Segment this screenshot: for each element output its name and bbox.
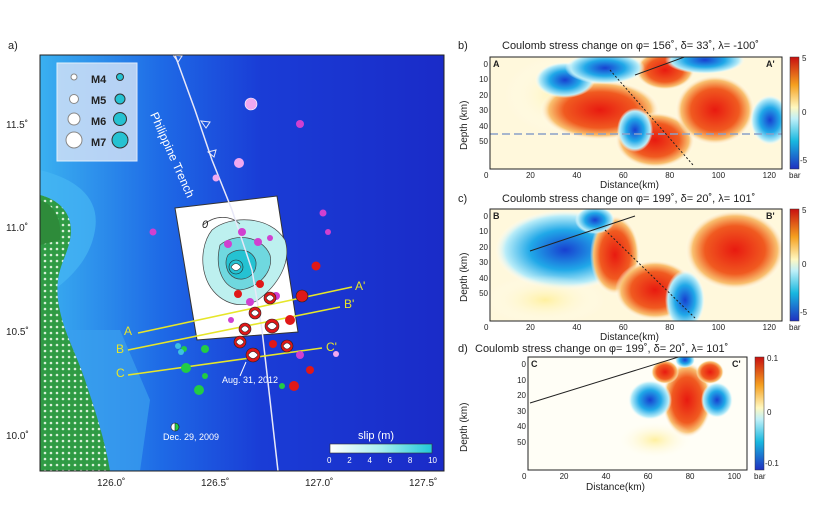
event-2012-label: Aug. 31, 2012 (222, 375, 279, 385)
panel-b-colorbar (789, 56, 800, 170)
panel-b-cbar-min: -5 (800, 156, 808, 165)
panel-c-cbar-max: 5 (802, 206, 807, 215)
panel-c-cbar-min: -5 (800, 308, 808, 317)
panel-b-title: Coulomb stress change on φ= 156˚, δ= 33˚… (502, 40, 759, 52)
profile-label-c-prime: C' (326, 340, 337, 354)
slip-colorbar (329, 443, 433, 454)
panel-b-cbar-max: 5 (802, 54, 807, 63)
panel-c-right-tag: B' (766, 211, 775, 221)
lon-tick: 126.5˚ (201, 478, 230, 489)
panel-c-xticks: 0 20 40 60 80 100 120 (484, 323, 776, 332)
panel-d-ylabel: Depth (km) (459, 402, 470, 452)
lat-tick: 10.0˚ (6, 431, 29, 442)
panel-b-yticks: 0 10 20 30 40 50 (479, 60, 488, 147)
slip-ticks: 0 2 4 6 8 10 (327, 456, 437, 465)
panel-c-ylabel: Depth (km) (459, 252, 470, 302)
lat-tick: 10.5˚ (6, 327, 29, 338)
panel-d-yticks: 0 10 20 30 40 50 (517, 360, 526, 447)
panel-b-left-tag: A (493, 59, 500, 69)
panel-d-label: d) (458, 343, 468, 355)
panel-d-cbar-max: 0.1 (767, 354, 779, 363)
panel-b-ylabel: Depth (km) (459, 100, 470, 150)
profile-label-b: B (116, 342, 125, 356)
event-2009-label: Dec. 29, 2009 (163, 432, 220, 442)
seismicity (149, 97, 339, 432)
lon-tick: 127.5˚ (409, 478, 438, 489)
panel-c-xlabel: Distance(km) (600, 332, 659, 343)
profile-label-a: A (124, 324, 133, 338)
panel-d-colorbar (754, 356, 765, 471)
profile-line-a (137, 286, 353, 334)
panel-c-yticks: 0 10 20 30 40 50 (479, 212, 488, 299)
lat-tick: 11.5˚ (6, 120, 29, 131)
lon-tick: 127.0˚ (305, 478, 334, 489)
panel-d-right-tag: C' (732, 359, 741, 369)
panel-c-title: Coulomb stress change on φ= 199˚, δ= 20˚… (502, 193, 756, 205)
panel-b-label: b) (458, 40, 468, 52)
panel-b-xticks: 0 20 40 60 80 100 120 (484, 171, 776, 180)
panel-d-cbar-min: -0.1 (765, 459, 779, 468)
panel-d-title: Coulomb stress change on φ= 199˚, δ= 20˚… (475, 343, 729, 355)
profile-label-c: C (116, 366, 125, 380)
panel-d-xlabel: Distance(km) (586, 482, 645, 493)
profile-label-a-prime: A' (355, 279, 366, 293)
map-panel: 0 (39, 54, 445, 472)
lon-tick: 126.0˚ (97, 478, 126, 489)
panel-b-plot (490, 57, 782, 169)
panel-c-plot (490, 209, 782, 321)
panel-c-cbar-unit: bar (789, 323, 801, 332)
panel-d-left-tag: C (531, 359, 538, 369)
slip-title: slip (m) (358, 430, 395, 442)
panel-a-label: a) (8, 40, 18, 52)
cross-sections (489, 56, 800, 471)
profile-label-b-prime: B' (344, 297, 355, 311)
legend-m5: M5 (91, 95, 107, 107)
panel-d-plot (528, 357, 747, 470)
legend-m4: M4 (91, 74, 107, 86)
panel-d-cbar-zero: 0 (767, 408, 772, 417)
panel-c-colorbar (789, 208, 800, 322)
panel-c-label: c) (458, 193, 468, 205)
panel-b-xlabel: Distance(km) (600, 180, 659, 191)
panel-c-cbar-zero: 0 (802, 260, 807, 269)
panel-b-cbar-unit: bar (789, 171, 801, 180)
lat-tick: 11.0˚ (6, 223, 29, 234)
legend-m7: M7 (91, 137, 107, 149)
panel-b-cbar-zero: 0 (802, 108, 807, 117)
land-mass (40, 195, 110, 471)
panel-b-right-tag: A' (766, 59, 775, 69)
contour-zero-label: 0 (202, 219, 209, 231)
legend-m6: M6 (91, 116, 107, 128)
panel-d-xticks: 0 20 40 60 80 100 (522, 472, 741, 481)
profile-line-b (127, 306, 341, 351)
panel-d-cbar-unit: bar (754, 472, 766, 481)
panel-c-left-tag: B (493, 211, 500, 221)
profile-lines (127, 286, 353, 376)
profile-line-c (127, 347, 323, 376)
